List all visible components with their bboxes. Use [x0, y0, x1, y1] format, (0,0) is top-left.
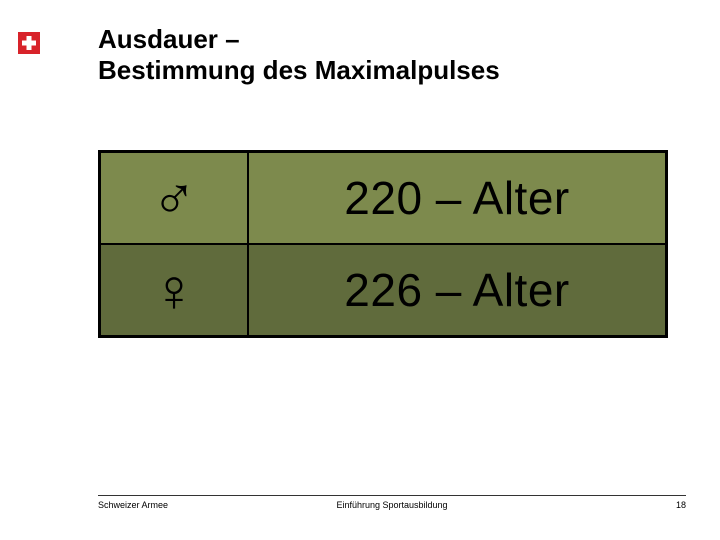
footer-divider [98, 495, 686, 496]
page-title: Ausdauer – Bestimmung des Maximalpulses [98, 24, 658, 85]
footer-left: Schweizer Armee [98, 500, 168, 510]
table-row: ♂ 220 – Alter [100, 152, 666, 244]
footer-text-row: Schweizer Armee Einführung Sportausbildu… [98, 500, 686, 510]
slide: Ausdauer – Bestimmung des Maximalpulses … [0, 0, 720, 540]
table-row: ♀ 226 – Alter [100, 244, 666, 336]
title-line-1: Ausdauer – [98, 24, 240, 54]
footer-center: Einführung Sportausbildung [336, 500, 447, 510]
swiss-logo [18, 28, 48, 58]
female-symbol-cell: ♀ [100, 244, 248, 336]
footer: Schweizer Armee Einführung Sportausbildu… [98, 495, 686, 510]
male-symbol-cell: ♂ [100, 152, 248, 244]
female-formula-cell: 226 – Alter [248, 244, 666, 336]
formula-table: ♂ 220 – Alter ♀ 226 – Alter [98, 150, 668, 338]
title-line-2: Bestimmung des Maximalpulses [98, 55, 500, 85]
footer-right: 18 [676, 500, 686, 510]
male-formula-cell: 220 – Alter [248, 152, 666, 244]
